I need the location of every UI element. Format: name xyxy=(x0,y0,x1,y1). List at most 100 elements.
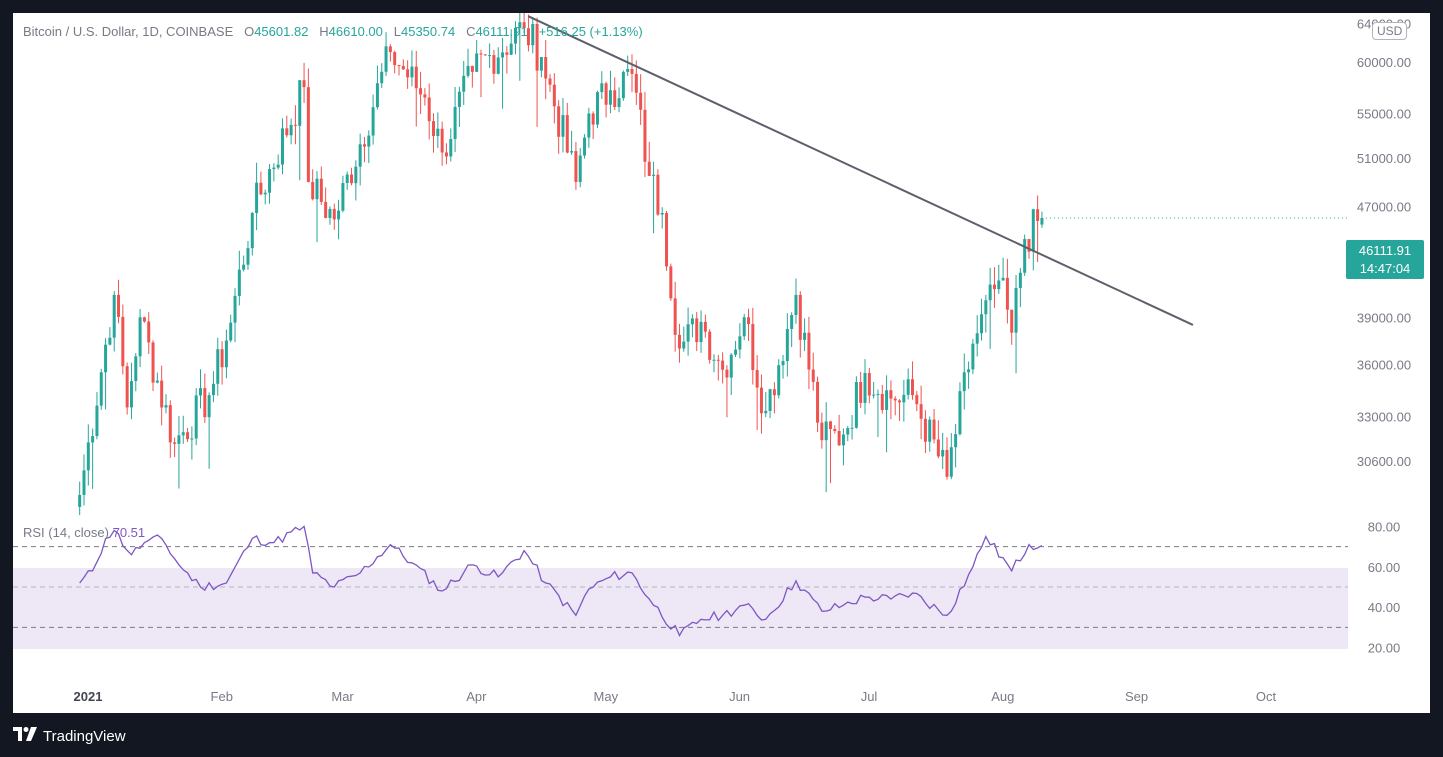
candle-body xyxy=(488,55,492,57)
candle-body xyxy=(617,98,621,108)
candle-body xyxy=(1014,287,1018,333)
candle-body xyxy=(992,284,996,290)
candle-body xyxy=(626,69,630,72)
candle-body xyxy=(980,314,984,334)
chart-canvas[interactable]: 64000.0060000.0055000.0051000.0047000.00… xyxy=(13,13,1430,713)
candle-body xyxy=(306,87,310,182)
candle-body xyxy=(276,164,280,168)
candle-body xyxy=(755,370,759,388)
candle-body xyxy=(988,284,992,301)
tradingview-brand[interactable]: TradingView xyxy=(43,727,126,745)
candle-body xyxy=(138,317,142,357)
candle-body xyxy=(1040,217,1044,225)
candle-body xyxy=(142,317,146,322)
candle-body xyxy=(967,369,971,373)
candle-body xyxy=(259,182,263,195)
candle-body xyxy=(837,431,841,446)
candle-body xyxy=(703,321,707,332)
candle-body xyxy=(811,369,815,382)
price-axis-label: 47000.00 xyxy=(1357,200,1411,215)
candle-body xyxy=(492,55,496,74)
candle-body xyxy=(423,94,427,98)
price-axis-label: 55000.00 xyxy=(1357,106,1411,121)
candle-body xyxy=(561,115,565,137)
candle-body xyxy=(293,124,297,126)
candle-body xyxy=(384,46,388,72)
candle-body xyxy=(268,169,272,193)
candle-body xyxy=(634,73,638,93)
candle-body xyxy=(337,210,341,220)
candle-body xyxy=(876,393,880,395)
candle-body xyxy=(621,71,625,99)
candle-body xyxy=(246,248,250,265)
candle-body xyxy=(112,294,116,338)
candle-body xyxy=(712,359,716,361)
candle-body xyxy=(311,181,315,200)
candle-body xyxy=(1001,277,1005,281)
candle-body xyxy=(772,389,776,396)
candle-body xyxy=(164,405,168,408)
candle-body xyxy=(828,421,832,429)
time-axis-label: Feb xyxy=(211,689,233,704)
candle-body xyxy=(854,382,858,428)
symbol-title[interactable]: Bitcoin / U.S. Dollar, 1D, COINBASE xyxy=(23,24,234,39)
candle-body xyxy=(846,428,850,435)
trendline[interactable] xyxy=(528,15,1194,326)
candle-body xyxy=(958,391,962,435)
candle-body xyxy=(427,97,431,122)
candle-body xyxy=(699,321,703,343)
time-axis-label: Apr xyxy=(466,689,487,704)
close-value: 46111.91 xyxy=(475,24,528,39)
candle-body xyxy=(945,449,949,477)
candle-body xyxy=(565,115,569,153)
candle-body xyxy=(501,52,505,58)
time-axis-label: Sep xyxy=(1125,689,1148,704)
candle-body xyxy=(406,69,410,78)
candle-body xyxy=(328,208,332,218)
candle-body xyxy=(682,341,686,349)
candle-body xyxy=(514,27,517,44)
candle-body xyxy=(686,324,690,342)
currency-badge[interactable]: USD xyxy=(1372,22,1408,40)
candle-body xyxy=(747,317,751,325)
candle-body xyxy=(522,22,526,29)
price-axis-label: 60000.00 xyxy=(1357,55,1411,70)
chart-panel[interactable]: 64000.0060000.0055000.0051000.0047000.00… xyxy=(13,13,1430,713)
rsi-label: RSI (14, close) xyxy=(23,525,109,540)
candle-body xyxy=(229,322,233,341)
candle-body xyxy=(928,419,932,442)
candle-body xyxy=(820,422,824,441)
candle-body xyxy=(91,436,95,443)
candle-body xyxy=(613,90,617,108)
candle-body xyxy=(1036,209,1040,221)
rsi-legend[interactable]: RSI (14, close) 70.51 xyxy=(23,525,145,540)
candle-body xyxy=(764,410,768,414)
candle-body xyxy=(324,201,328,218)
candle-body xyxy=(518,22,522,28)
candle-body xyxy=(207,395,211,418)
candle-body xyxy=(315,178,319,200)
candle-body xyxy=(824,421,828,441)
tradingview-logo-icon[interactable] xyxy=(13,727,37,745)
candle-body xyxy=(923,418,927,442)
high-value: 46610.00 xyxy=(328,24,383,39)
candle-body xyxy=(108,337,112,345)
candle-body xyxy=(367,135,371,147)
candle-body xyxy=(151,342,155,383)
candle-body xyxy=(751,324,755,371)
candle-body xyxy=(759,387,763,414)
candle-body xyxy=(173,442,177,444)
candle-body xyxy=(350,174,354,184)
candle-body xyxy=(535,23,539,71)
candle-body xyxy=(583,137,587,156)
candle-body xyxy=(134,356,138,382)
candle-body xyxy=(768,389,772,411)
candle-body xyxy=(181,432,185,436)
candle-body xyxy=(298,80,302,126)
high-label: H xyxy=(319,24,329,39)
candle-body xyxy=(457,91,461,107)
candle-body xyxy=(1005,277,1009,310)
rsi-line xyxy=(79,525,1043,637)
candle-body xyxy=(798,294,802,340)
candle-body xyxy=(738,336,742,350)
